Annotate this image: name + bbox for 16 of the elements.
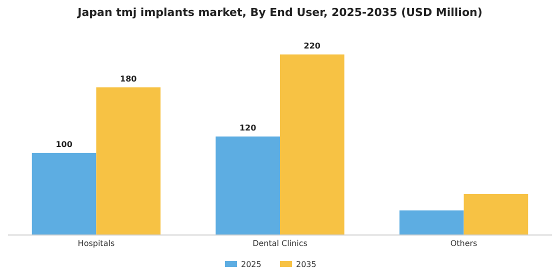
- data-label: 100: [56, 140, 73, 149]
- data-label: 220: [304, 41, 321, 50]
- legend-label: 2025: [241, 260, 262, 269]
- bar: [280, 54, 344, 235]
- bar: [32, 152, 96, 235]
- data-label: 180: [120, 74, 138, 84]
- x-tick-label: Hospitals: [78, 239, 115, 248]
- legend-label: 2035: [296, 260, 316, 269]
- x-tick-label: Others: [450, 239, 478, 248]
- bar: [464, 194, 528, 235]
- bar: [216, 136, 280, 235]
- bar: [399, 210, 464, 235]
- data-label: 120: [239, 124, 257, 133]
- x-tick-label: Dental Clinics: [252, 239, 308, 248]
- chart-title: Japan tmj implants market, By End User, 2025-2035 (USD Million): [76, 6, 482, 19]
- bar: [96, 87, 161, 235]
